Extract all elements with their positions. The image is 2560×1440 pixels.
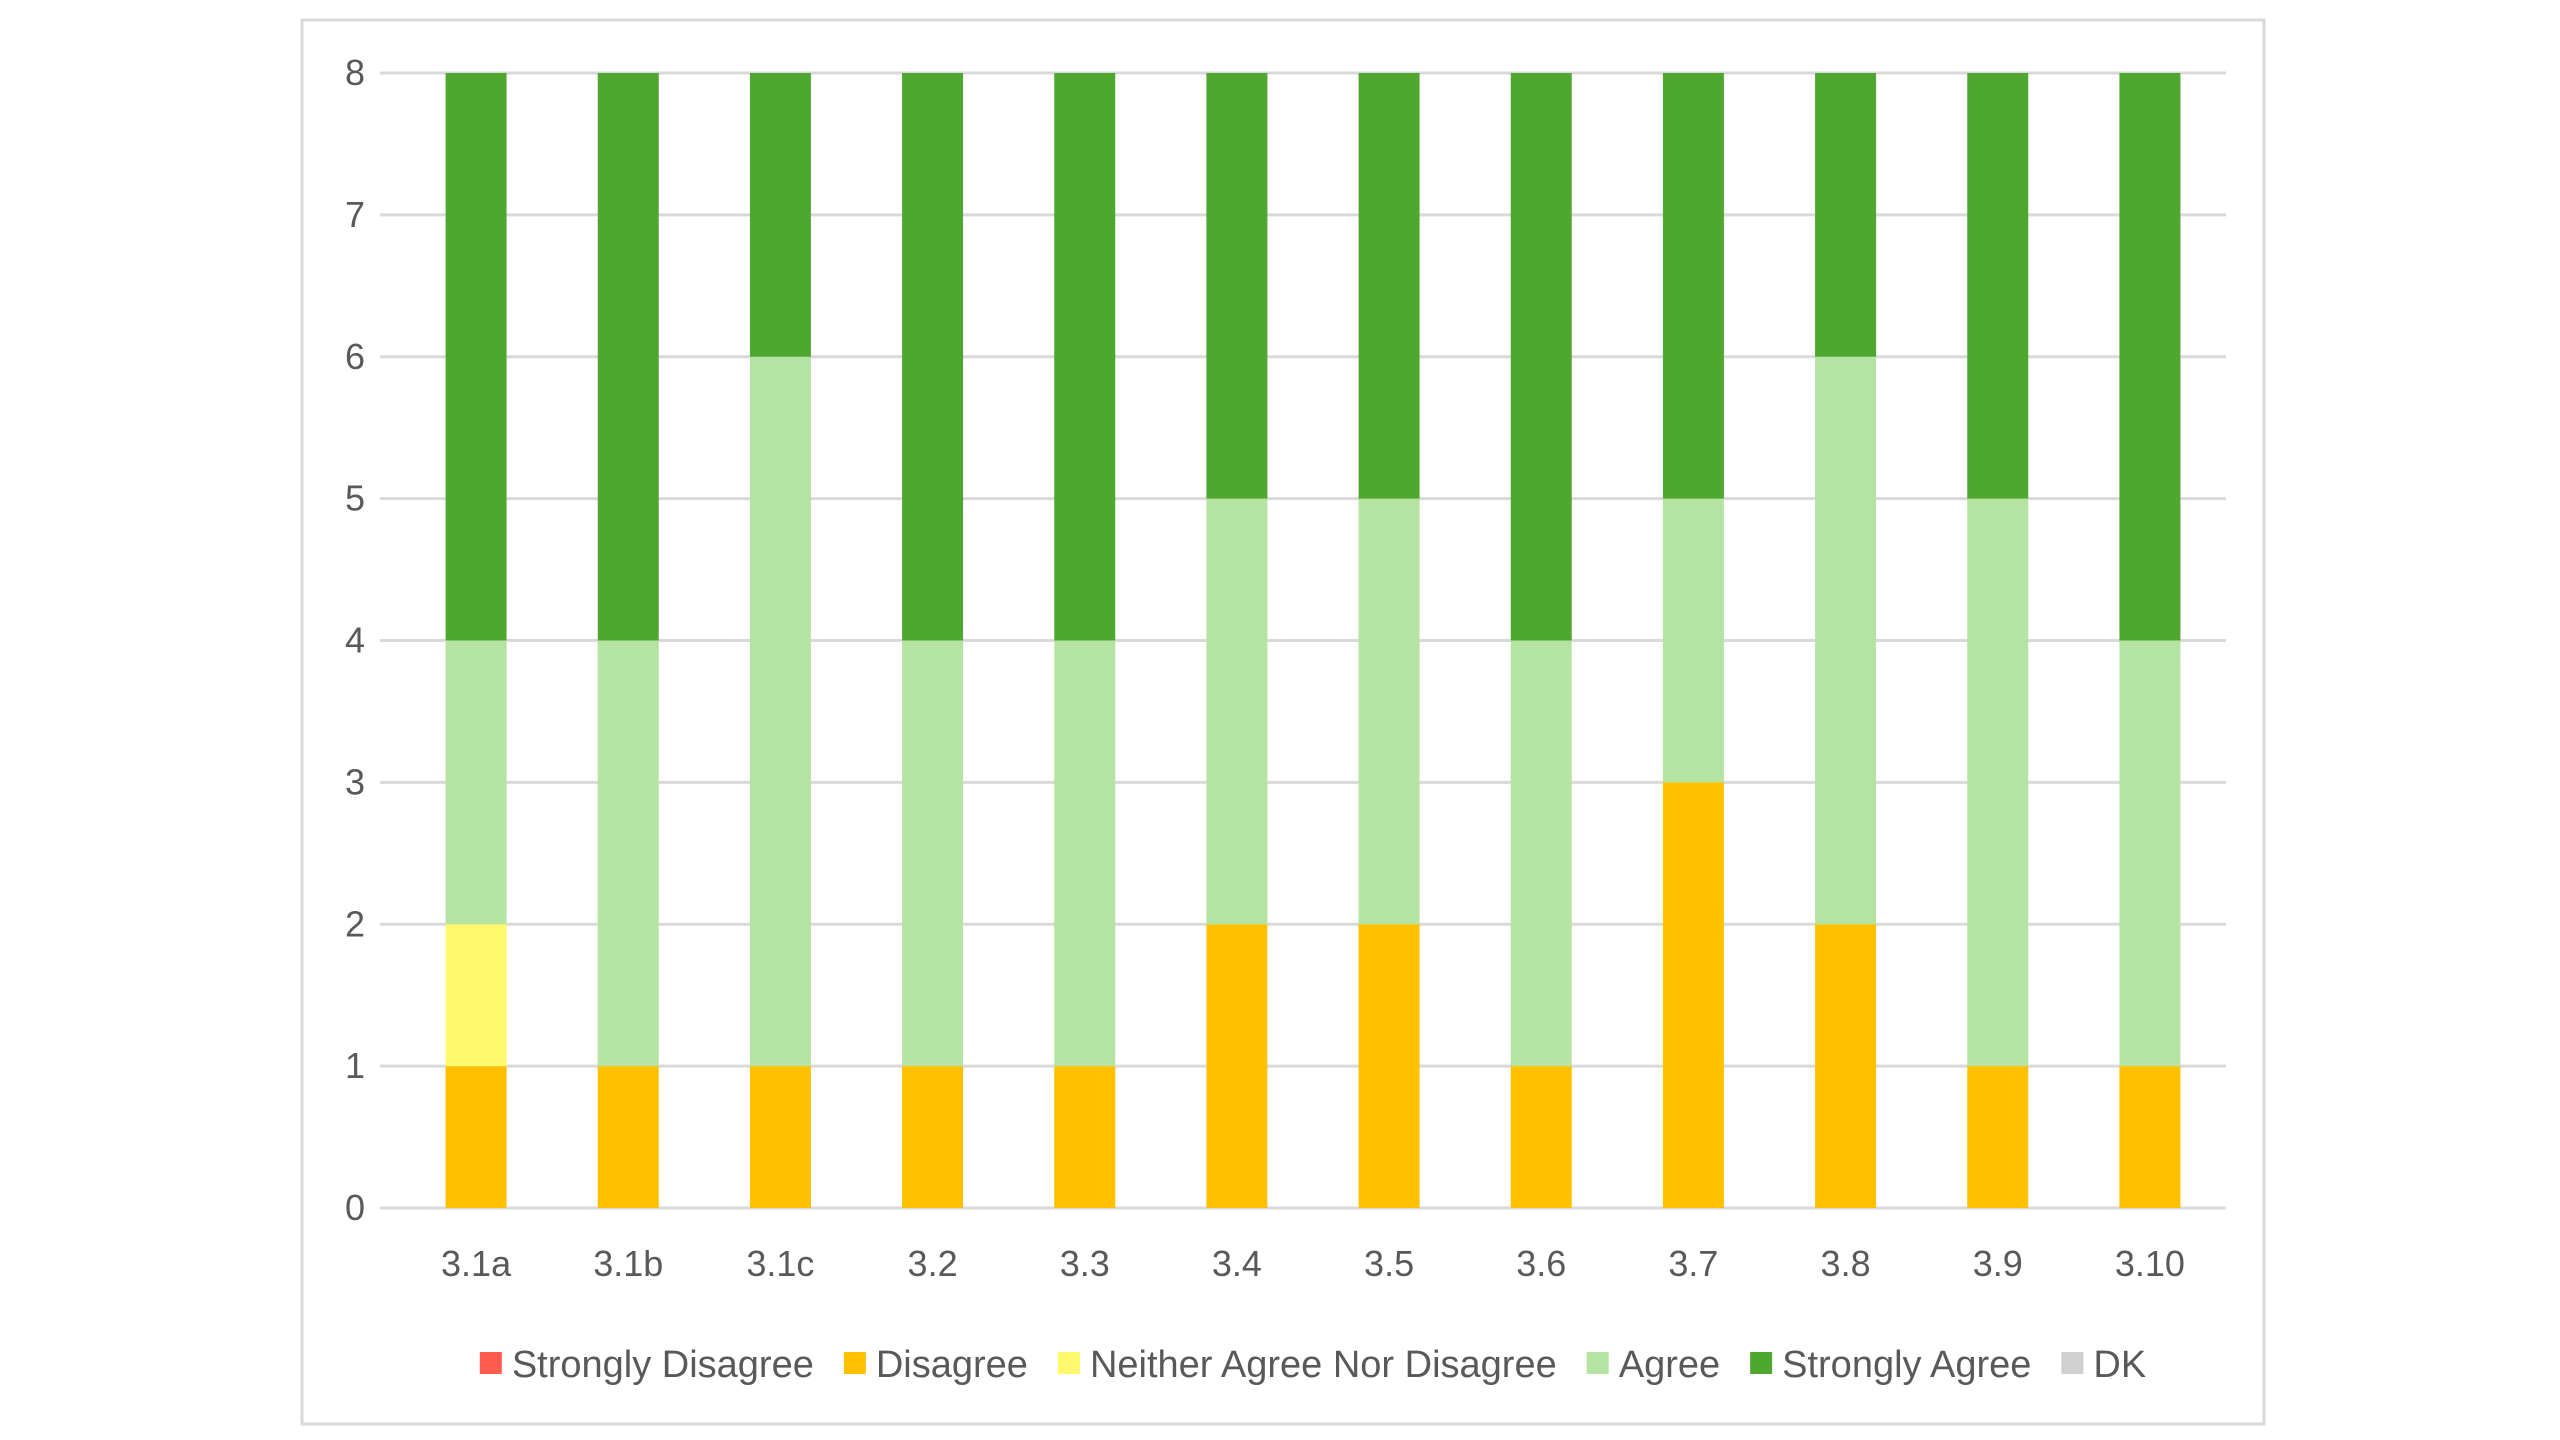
bar-segment-agree bbox=[1206, 498, 1268, 925]
bar-segment-disagree bbox=[1815, 924, 1877, 1208]
bar-segment-disagree bbox=[1054, 1066, 1116, 1208]
bar-segment-disagree bbox=[445, 1066, 507, 1208]
bar-segment-strongly-agree bbox=[445, 73, 507, 641]
bar-segment-agree bbox=[1054, 640, 1116, 1067]
bar-segment-strongly-agree bbox=[1206, 73, 1268, 499]
legend-label: Disagree bbox=[876, 1344, 1028, 1386]
bar-segment-disagree bbox=[2119, 1066, 2181, 1208]
x-tick-label: 3.4 bbox=[1212, 1243, 1262, 1284]
bar-segment-strongly-agree bbox=[2119, 73, 2181, 641]
bar-segment-disagree bbox=[597, 1066, 659, 1208]
legend-swatch bbox=[843, 1352, 866, 1374]
bars bbox=[445, 73, 2181, 1208]
x-tick-label: 3.10 bbox=[2115, 1243, 2185, 1284]
bar-segment-strongly-agree bbox=[1358, 73, 1420, 499]
bar-segment-strongly-agree bbox=[749, 73, 811, 357]
x-tick-label: 3.1b bbox=[593, 1243, 663, 1284]
bar-segment-agree bbox=[1662, 498, 1724, 783]
y-tick-label: 4 bbox=[345, 620, 365, 661]
bar-segment-agree bbox=[749, 356, 811, 1067]
x-tick-label: 3.1a bbox=[441, 1243, 512, 1284]
bar-segment-strongly-agree bbox=[1510, 73, 1572, 641]
legend-swatch bbox=[1750, 1352, 1773, 1374]
bar-segment-disagree bbox=[749, 1066, 811, 1208]
legend[interactable]: Strongly Disagree Disagree Neither Agree N… bbox=[479, 1344, 2146, 1386]
bar-segment-strongly-agree bbox=[1662, 73, 1724, 499]
legend-label: Neither Agree Nor Disagree bbox=[1090, 1344, 1557, 1386]
legend-item-disagree[interactable]: Disagree bbox=[843, 1344, 1028, 1386]
legend-item-strongly-agree[interactable]: Strongly Agree bbox=[1750, 1344, 2031, 1386]
x-tick-label: 3.6 bbox=[1516, 1243, 1566, 1284]
bar-segment-agree bbox=[1815, 356, 1877, 925]
bar-segment-agree bbox=[597, 640, 659, 1067]
legend-item-strongly-disagree[interactable]: Strongly Disagree bbox=[479, 1344, 814, 1386]
legend-swatch bbox=[1586, 1352, 1609, 1374]
legend-item-agree[interactable]: Agree bbox=[1586, 1344, 1720, 1386]
y-tick-label: 8 bbox=[345, 52, 365, 93]
legend-item-neither-agree-nor-disagree[interactable]: Neither Agree Nor Disagree bbox=[1057, 1344, 1557, 1386]
y-tick-label: 5 bbox=[345, 478, 365, 519]
x-tick-label: 3.7 bbox=[1668, 1243, 1718, 1284]
x-tick-label: 3.3 bbox=[1060, 1243, 1110, 1284]
bar-segment-disagree bbox=[1967, 1066, 2029, 1208]
bar-segment-agree bbox=[1510, 640, 1572, 1067]
bar-segment-neither-agree-nor-disagree bbox=[445, 924, 507, 1067]
bar-segment-strongly-agree bbox=[1815, 73, 1877, 357]
bar-segment-strongly-agree bbox=[1054, 73, 1116, 641]
bar-segment-strongly-agree bbox=[902, 73, 964, 641]
x-tick-label: 3.9 bbox=[1973, 1243, 2023, 1284]
bar-segment-agree bbox=[2119, 640, 2181, 1067]
legend-swatch bbox=[2061, 1352, 2084, 1374]
y-tick-label: 1 bbox=[345, 1045, 365, 1086]
bar-segment-disagree bbox=[902, 1066, 964, 1208]
bar-segment-agree bbox=[445, 640, 507, 925]
legend-label: Strongly Agree bbox=[1782, 1344, 2031, 1386]
bar-segment-agree bbox=[1358, 498, 1420, 925]
x-tick-label: 3.8 bbox=[1821, 1243, 1871, 1284]
bar-segment-disagree bbox=[1510, 1066, 1572, 1208]
y-axis-ticks: 0 1 2 3 4 5 6 7 8 bbox=[345, 52, 365, 1228]
legend-swatch bbox=[1057, 1352, 1080, 1374]
y-tick-label: 2 bbox=[345, 903, 365, 944]
legend-label: Agree bbox=[1619, 1344, 1720, 1386]
legend-item-dk[interactable]: DK bbox=[2061, 1344, 2146, 1386]
y-tick-label: 3 bbox=[345, 761, 365, 802]
legend-swatch bbox=[479, 1352, 502, 1374]
bar-segment-disagree bbox=[1358, 924, 1420, 1208]
bar-segment-disagree bbox=[1206, 924, 1268, 1208]
legend-label: DK bbox=[2093, 1344, 2146, 1386]
x-tick-label: 3.2 bbox=[908, 1243, 958, 1284]
bar-segment-disagree bbox=[1662, 782, 1724, 1208]
bar-segment-strongly-agree bbox=[1967, 73, 2029, 499]
y-tick-label: 7 bbox=[345, 194, 365, 235]
x-tick-label: 3.1c bbox=[746, 1243, 814, 1284]
bar-segment-agree bbox=[1967, 498, 2029, 1067]
legend-label: Strongly Disagree bbox=[512, 1344, 814, 1386]
gridlines bbox=[380, 71, 2226, 1210]
y-tick-label: 0 bbox=[345, 1187, 365, 1228]
bar-segment-strongly-agree bbox=[597, 73, 659, 641]
x-tick-label: 3.5 bbox=[1364, 1243, 1414, 1284]
bar-segment-agree bbox=[902, 640, 964, 1067]
x-axis-labels: 3.1a 3.1b 3.1c 3.2 3.3 3.4 3.5 3.6 3.7 3.8 3.9 3.10 bbox=[441, 1243, 2185, 1284]
y-tick-label: 6 bbox=[345, 336, 365, 377]
